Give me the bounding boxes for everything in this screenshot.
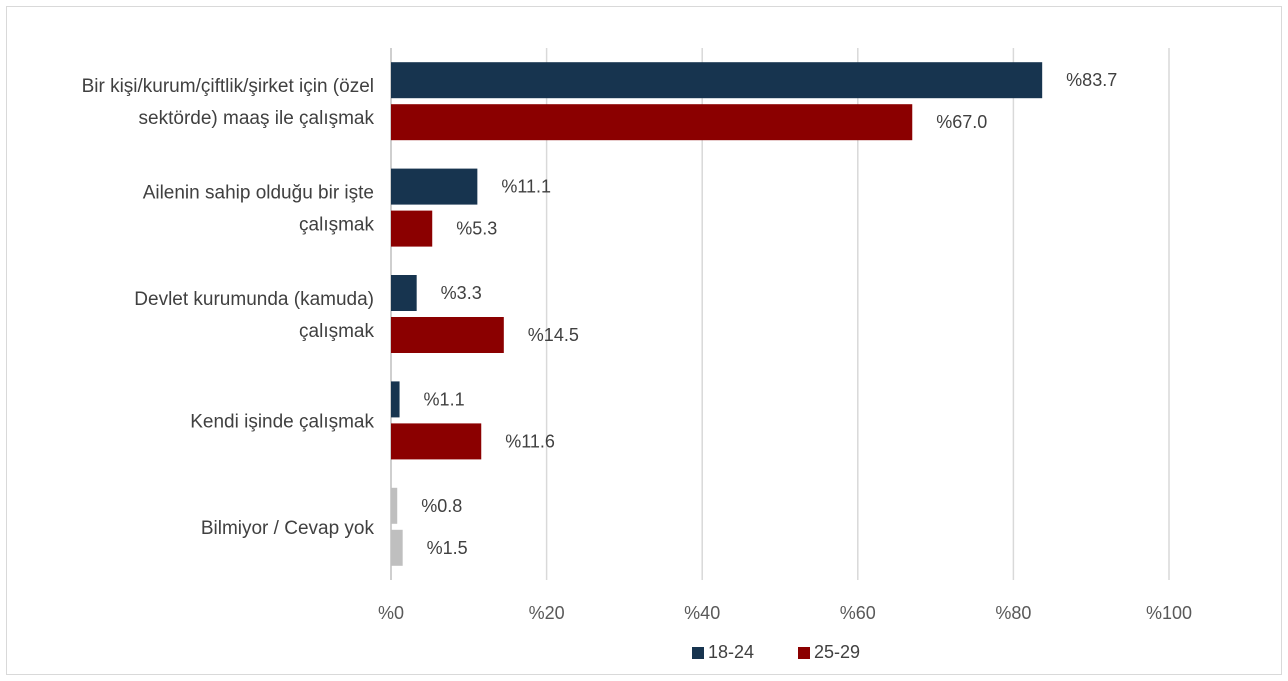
bar-25-29-0 (391, 104, 913, 141)
legend-swatch (692, 647, 704, 659)
data-labels: %83.7 %67.0 %11.1 %5.3 %3.3 %14.5 %1.1 %11.6 %0.… (421, 70, 1117, 558)
category-label: sektörde) maaş ile çalışmak (139, 108, 375, 129)
bars (391, 62, 1043, 566)
data-label: %5.3 (456, 219, 497, 239)
data-label: %67.0 (936, 112, 987, 132)
x-tick-label: %40 (684, 603, 720, 623)
category-labels: Bir kişi/kurum/çiftlik/şirket için (özel… (82, 76, 375, 539)
data-label: %0.8 (421, 496, 462, 516)
x-tick-label: %100 (1146, 603, 1192, 623)
bar-25-29-1 (391, 210, 433, 247)
bar-18-24-2 (391, 275, 417, 311)
data-label: %11.1 (501, 177, 551, 197)
legend-label: 25-29 (814, 642, 860, 662)
category-label: çalışmak (299, 215, 374, 236)
bar-18-24-3 (391, 381, 400, 418)
bar-18-24-4 (391, 487, 398, 524)
category-label: Ailenin sahip olduğu bir işte (143, 183, 374, 204)
data-label: %14.5 (528, 325, 579, 345)
data-label: %83.7 (1066, 70, 1117, 90)
legend-swatch (798, 647, 810, 659)
x-tick-label: %80 (995, 603, 1031, 623)
legend: 18-24 25-29 (692, 642, 860, 662)
bar-25-29-3 (391, 423, 482, 460)
category-label: Bir kişi/kurum/çiftlik/şirket için (özel (82, 76, 374, 97)
legend-label: 18-24 (708, 642, 754, 662)
x-tick-label: %0 (378, 603, 404, 623)
category-label: çalışmak (299, 321, 374, 342)
x-axis-tick-labels: %0 %20 %40 %60 %80 %100 (378, 603, 1192, 623)
category-label: Bilmiyor / Cevap yok (201, 518, 375, 539)
category-label: Devlet kurumunda (kamuda) (134, 289, 374, 310)
x-tick-label: %60 (840, 603, 876, 623)
bar-18-24-1 (391, 168, 478, 205)
category-label: Kendi işinde çalışmak (190, 411, 374, 432)
bar-25-29-2 (391, 317, 504, 353)
bar-18-24-0 (391, 62, 1043, 99)
bar-25-29-4 (391, 529, 403, 566)
data-label: %3.3 (441, 283, 482, 303)
data-label: %1.1 (424, 389, 465, 409)
data-label: %11.6 (505, 431, 555, 451)
data-label: %1.5 (427, 538, 468, 558)
x-tick-label: %20 (529, 603, 565, 623)
